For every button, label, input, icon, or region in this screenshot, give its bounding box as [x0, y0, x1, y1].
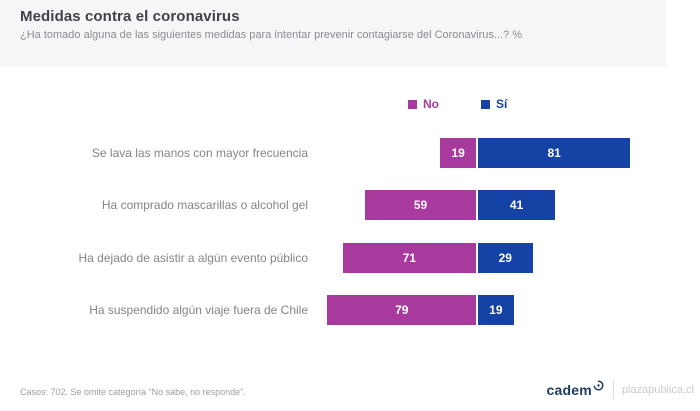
bar-no: 19	[440, 138, 476, 168]
bar-si: 81	[478, 138, 631, 168]
bar-value-no: 79	[395, 303, 409, 317]
bar-value-si: 19	[489, 303, 503, 317]
bar-no: 79	[327, 295, 476, 325]
bar-value-si: 81	[547, 146, 561, 160]
category-label: Ha dejado de asistir a algún evento públ…	[78, 251, 309, 265]
legend-swatch-icon	[481, 99, 490, 109]
bar-value-no: 59	[413, 198, 428, 212]
legend-item-sí: Sí	[481, 97, 507, 111]
header-band: Medidas contra el coronavirus ¿Ha tomado…	[0, 0, 666, 67]
cadem-logo: cadem	[546, 382, 592, 398]
page-subtitle: ¿Ha tomado alguna de las siguientes medi…	[20, 29, 523, 41]
bar-no: 71	[342, 243, 476, 273]
page-title: Medidas contra el coronavirus	[20, 8, 240, 25]
bar-value-no: 19	[451, 146, 465, 160]
legend-item-no: No	[408, 97, 439, 111]
footnote: Casos: 702. Se omite categoría “No sabe,…	[20, 387, 246, 397]
bar-value-si: 41	[509, 198, 524, 212]
chart-legend: No Sí	[408, 97, 507, 111]
category-label: Ha suspendido algún viaje fuera de Chile	[89, 303, 308, 317]
plazapublica-link[interactable]: plazapublica.cl	[621, 384, 694, 396]
footer-brand: cadem plazapublica.cl	[546, 379, 694, 401]
legend-label: No	[423, 97, 439, 111]
legend-swatch-icon	[408, 99, 417, 109]
bar-value-si: 29	[498, 251, 512, 265]
bar-si: 29	[478, 243, 533, 273]
bar-value-no: 71	[402, 251, 416, 265]
bar-si: 19	[478, 295, 514, 325]
footer-divider	[612, 381, 614, 399]
bar-si: 41	[478, 190, 556, 220]
cadem-swirl-icon	[593, 378, 604, 396]
category-label: Se lava las manos con mayor frecuencia	[91, 146, 308, 160]
bar-no: 59	[365, 190, 476, 220]
legend-label: Sí	[496, 97, 508, 111]
category-label: Ha comprado mascarillas o alcohol gel	[101, 198, 308, 212]
